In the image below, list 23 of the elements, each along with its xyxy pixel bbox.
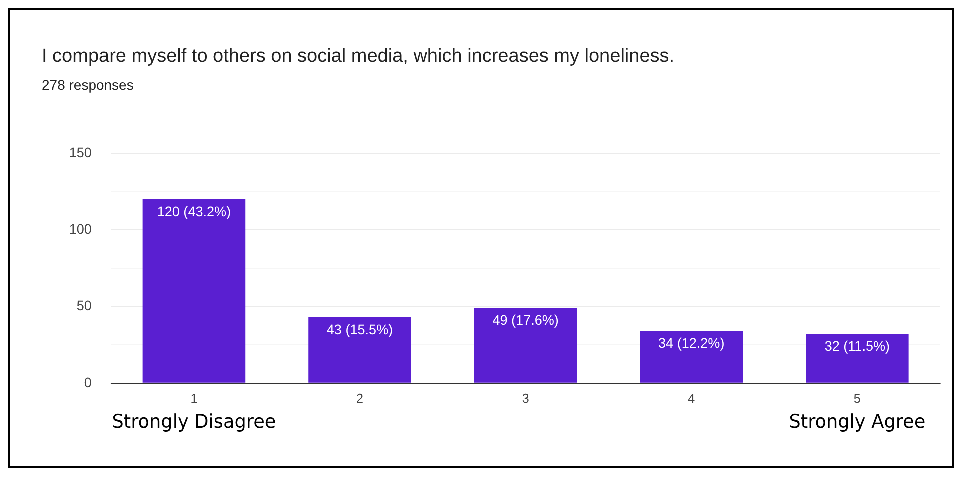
chart-subtitle: 278 responses <box>42 77 134 93</box>
bar <box>308 317 412 383</box>
bar <box>474 308 578 383</box>
bar <box>640 331 744 383</box>
text: Strongly Disagree <box>112 412 276 433</box>
x-tick-label: 2 <box>356 390 364 406</box>
data-label: 43 (15.5%) <box>326 322 394 338</box>
x-tick-label: 3 <box>522 390 530 406</box>
x-tick-label: 4 <box>688 390 696 406</box>
y-tick-label: 150 <box>69 145 92 160</box>
y-tick-label: 50 <box>76 298 92 314</box>
bar <box>806 334 909 383</box>
y-tick-label: 0 <box>84 375 92 390</box>
data-label: 32 (11.5%) <box>824 339 890 354</box>
x-tick-label: 1 <box>190 390 198 406</box>
bar <box>142 199 246 383</box>
data-label: 34 (12.2%) <box>658 336 725 352</box>
data-label: 120 (43.2%) <box>157 204 232 220</box>
chart-title: I compare myself to others on social media, which increases my loneliness. <box>42 46 675 68</box>
data-label: 49 (17.6%) <box>492 312 559 328</box>
x-tick-label: 5 <box>854 390 861 406</box>
text: Strongly Agree <box>789 412 926 433</box>
y-tick-label: 100 <box>69 222 92 237</box>
